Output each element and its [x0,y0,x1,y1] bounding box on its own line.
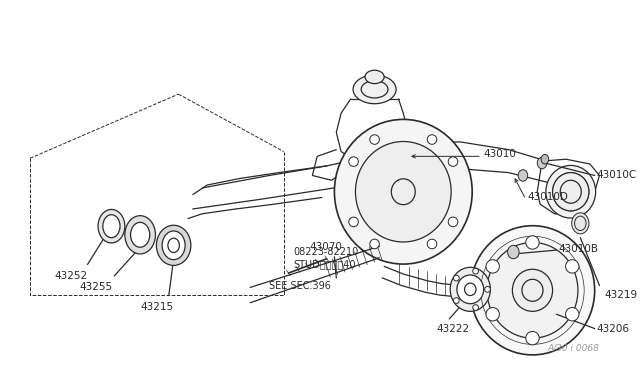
Ellipse shape [428,239,436,249]
Ellipse shape [484,286,490,292]
Ellipse shape [566,308,579,321]
Ellipse shape [448,157,458,166]
Ellipse shape [103,215,120,238]
Ellipse shape [541,154,548,164]
Ellipse shape [454,275,460,281]
Text: 43010B: 43010B [558,244,598,254]
Text: STUDスタッド40: STUDスタッド40 [293,259,356,269]
Ellipse shape [552,173,589,211]
Text: SEE SEC.396: SEE SEC.396 [269,280,332,291]
Text: 43252: 43252 [54,271,87,281]
Ellipse shape [353,75,396,104]
Ellipse shape [473,305,479,310]
Ellipse shape [526,236,539,249]
Text: 43219: 43219 [604,290,637,300]
Text: A/30 i 0068: A/30 i 0068 [548,343,600,353]
Ellipse shape [162,231,185,260]
Ellipse shape [566,260,579,273]
Text: 43010D: 43010D [528,192,568,202]
Ellipse shape [448,217,458,227]
Ellipse shape [487,243,578,338]
Ellipse shape [513,269,552,311]
Text: 08223-82210: 08223-82210 [293,247,358,257]
Ellipse shape [428,135,436,144]
Ellipse shape [98,209,125,243]
Text: 43010C: 43010C [596,170,637,180]
Ellipse shape [355,141,451,242]
Ellipse shape [156,225,191,266]
Text: 43222: 43222 [436,324,470,334]
Ellipse shape [349,157,358,166]
Ellipse shape [457,275,484,304]
Text: 43070: 43070 [310,242,342,252]
Ellipse shape [518,170,528,181]
Ellipse shape [508,245,519,259]
Ellipse shape [572,213,589,234]
Text: 43255: 43255 [80,282,113,292]
Ellipse shape [349,217,358,227]
Text: 43215: 43215 [140,302,173,312]
Ellipse shape [370,135,380,144]
Ellipse shape [450,267,490,311]
Ellipse shape [486,308,499,321]
Ellipse shape [470,226,595,355]
Ellipse shape [526,331,539,345]
Ellipse shape [131,222,150,247]
Ellipse shape [370,239,380,249]
Ellipse shape [125,216,156,254]
Ellipse shape [454,298,460,304]
Ellipse shape [473,268,479,274]
Ellipse shape [537,157,547,169]
Text: 43010: 43010 [484,150,516,160]
Ellipse shape [334,119,472,264]
Ellipse shape [546,166,596,218]
Ellipse shape [486,260,499,273]
Ellipse shape [365,70,384,84]
Text: 43206: 43206 [596,324,630,334]
